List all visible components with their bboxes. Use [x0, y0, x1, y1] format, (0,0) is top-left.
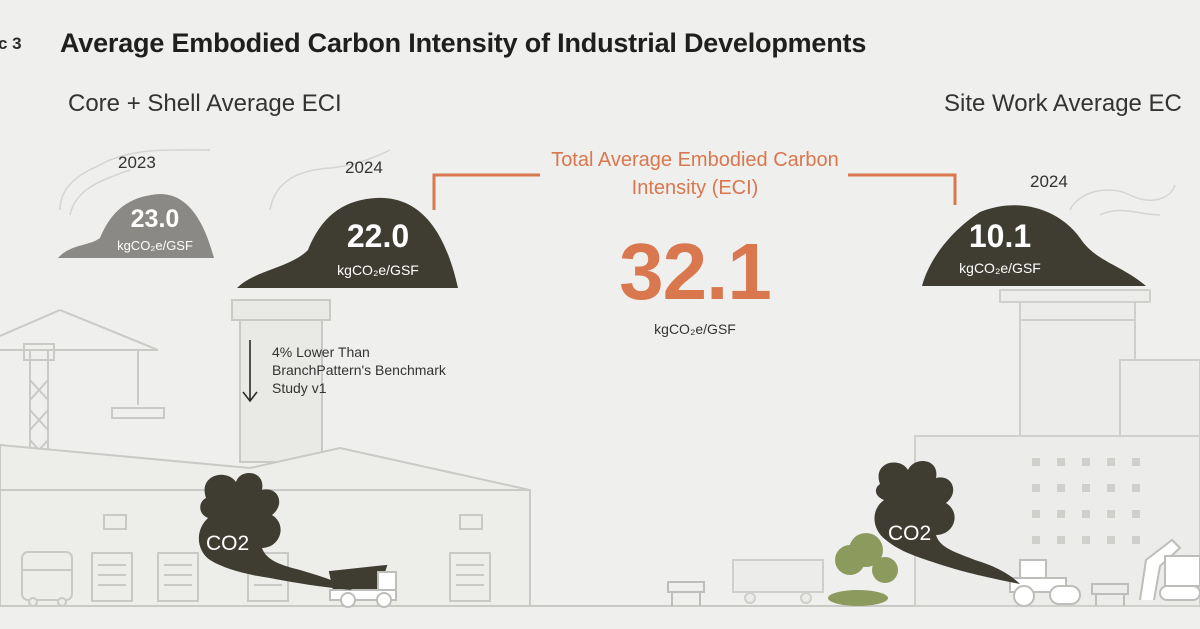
window-grid-icon	[1032, 458, 1140, 544]
co2-label-left: CO2	[206, 532, 250, 555]
benchmark-note: 4% Lower Than BranchPattern's Benchmark …	[272, 344, 446, 396]
year-2024-label: 2024	[345, 158, 383, 177]
excavator-icon	[1139, 538, 1200, 601]
value-2023: 23.0	[130, 205, 180, 233]
crane-icon	[0, 309, 165, 470]
site-unit: kgCO₂e/GSF	[959, 260, 1041, 276]
site-year-label: 2024	[1030, 172, 1068, 191]
value-2024: 22.0	[346, 218, 410, 254]
truck-icon	[21, 551, 73, 607]
core-shell-title: Core + Shell Average ECI	[68, 90, 342, 117]
total-eci-unit: kgCO₂e/GSF	[654, 321, 736, 337]
co2-label-right: CO2	[888, 522, 932, 545]
site-work-title: Site Work Average EC	[944, 90, 1182, 117]
total-eci-label: Total Average Embodied Carbon Intensity …	[551, 149, 839, 199]
trailer-icon	[732, 559, 824, 604]
total-eci-value: 32.1	[619, 227, 772, 316]
site-value: 10.1	[968, 218, 1032, 254]
page-title: Average Embodied Carbon Intensity of Ind…	[60, 28, 867, 58]
barrier-icon	[667, 581, 1129, 606]
unit-2024: kgCO₂e/GSF	[337, 262, 419, 278]
unit-2023: kgCO₂e/GSF	[117, 238, 193, 253]
dump-truck-icon	[328, 564, 397, 608]
road-roller-icon	[1009, 559, 1081, 607]
year-2023-label: 2023	[118, 153, 156, 172]
figure-label: c 3	[0, 34, 22, 53]
warehouse-icon	[0, 443, 531, 607]
